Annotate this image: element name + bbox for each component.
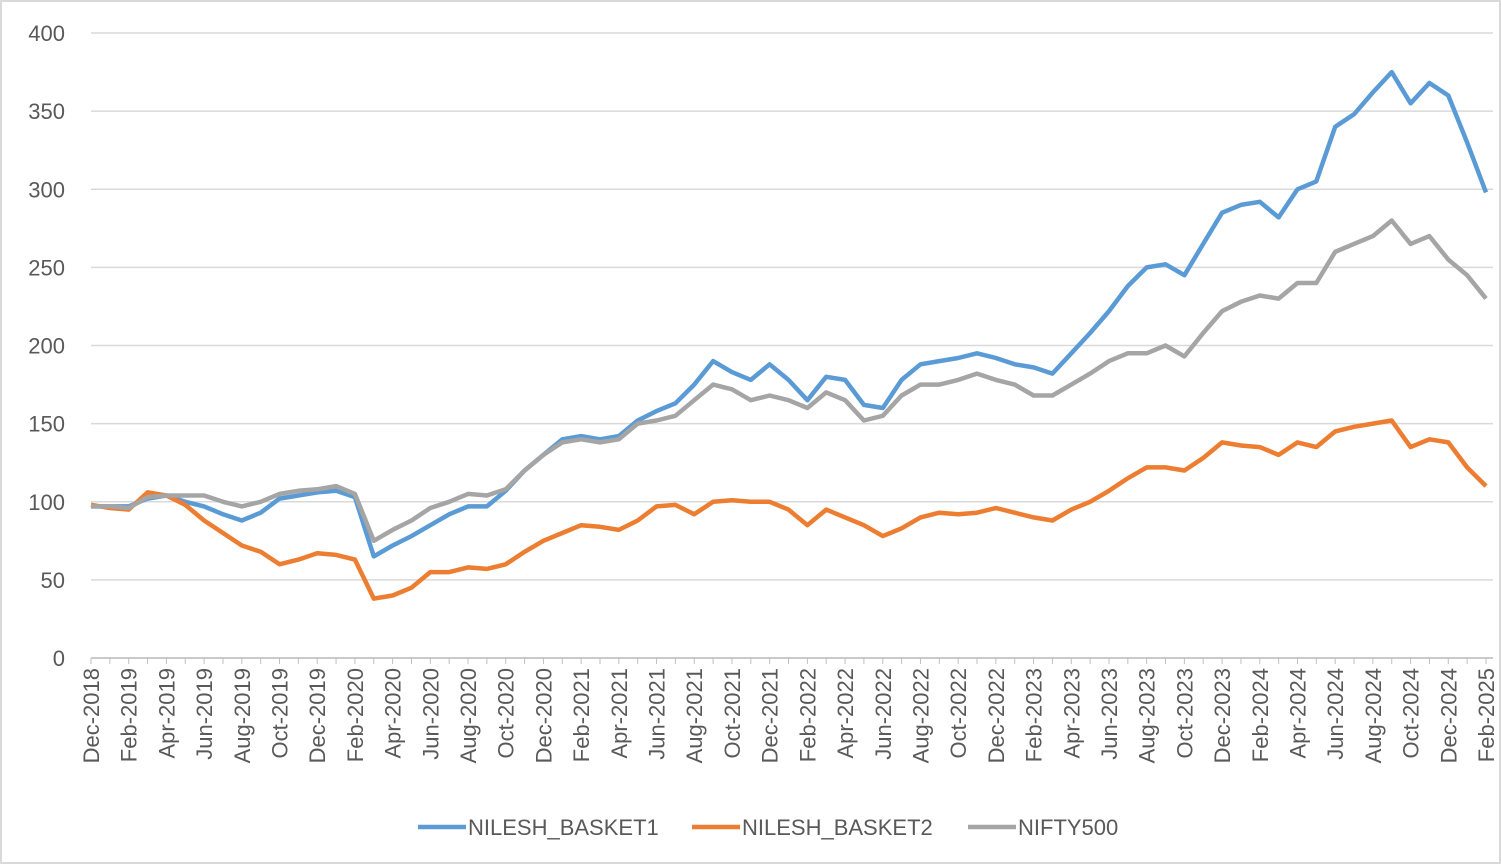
x-tick-label: Oct-2021 [720,668,745,759]
x-tick-label: Apr-2021 [607,668,632,759]
legend-label: NILESH_BASKET1 [468,815,659,840]
y-tick-label: 0 [53,646,65,671]
x-tick-label: Feb-2019 [117,668,142,762]
x-tick-label: Jun-2019 [192,668,217,760]
y-tick-label: 300 [28,177,65,202]
y-tick-label: 150 [28,412,65,437]
y-tick-label: 250 [28,255,65,280]
x-tick-label: Oct-2023 [1172,668,1197,759]
y-tick-label: 350 [28,99,65,124]
x-tick-label: Feb-2020 [343,668,368,762]
x-tick-label: Dec-2021 [758,668,783,763]
x-tick-label: Jun-2024 [1323,668,1348,760]
x-tick-label: Jun-2021 [645,668,670,760]
x-tick-label: Aug-2022 [908,668,933,763]
x-tick-label: Jun-2022 [871,668,896,760]
x-tick-label: Dec-2020 [531,668,556,763]
y-tick-label: 100 [28,490,65,515]
series-line [91,218,1488,544]
x-tick-label: Dec-2023 [1210,668,1235,763]
x-tick-label: Jun-2023 [1097,668,1122,760]
x-tick-label: Apr-2019 [154,668,179,759]
x-tick-label: Oct-2019 [268,668,293,759]
x-tick-label: Feb-2021 [569,668,594,762]
y-tick-label: 50 [41,568,65,593]
x-tick-label: Jun-2020 [418,668,443,760]
x-tick-label: Aug-2021 [682,668,707,763]
x-tick-label: Oct-2020 [494,668,519,759]
x-tick-label: Apr-2024 [1285,668,1310,759]
x-tick-label: Aug-2023 [1135,668,1160,763]
x-tick-label: Aug-2019 [230,668,255,763]
x-tick-label: Dec-2022 [984,668,1009,763]
x-tick-label: Oct-2024 [1399,668,1424,759]
legend-label: NIFTY500 [1018,815,1118,840]
x-tick-label: Dec-2019 [305,668,330,763]
x-tick-label: Apr-2023 [1059,668,1084,759]
x-tick-label: Oct-2022 [946,668,971,759]
series-line [90,418,1488,601]
x-tick-label: Feb-2023 [1022,668,1047,762]
x-tick-label: Aug-2020 [456,668,481,763]
x-tick-label: Feb-2024 [1248,668,1273,762]
legend-label: NILESH_BASKET2 [742,815,933,840]
y-tick-label: 200 [28,334,65,359]
x-tick-label: Dec-2018 [79,668,104,763]
x-tick-label: Aug-2024 [1361,668,1386,763]
y-tick-label: 400 [28,21,65,46]
series-line [91,69,1489,559]
x-tick-label: Apr-2022 [833,668,858,759]
x-tick-label: Apr-2020 [381,668,406,759]
x-tick-label: Feb-2022 [795,668,820,762]
x-tick-label: Dec-2024 [1436,668,1461,763]
x-tick-label: Feb-2025 [1474,668,1499,762]
